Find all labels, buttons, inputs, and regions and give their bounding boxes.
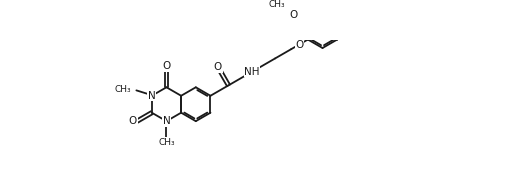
- Text: CH₃: CH₃: [158, 138, 175, 147]
- Text: O: O: [214, 62, 222, 72]
- Text: O: O: [162, 61, 170, 71]
- Text: CH₃: CH₃: [114, 85, 131, 94]
- Text: O: O: [295, 40, 303, 50]
- Text: O: O: [129, 116, 137, 126]
- Text: NH: NH: [244, 67, 260, 77]
- Text: N: N: [148, 91, 156, 101]
- Text: N: N: [162, 116, 170, 126]
- Text: CH₃: CH₃: [268, 0, 285, 9]
- Text: O: O: [290, 9, 298, 19]
